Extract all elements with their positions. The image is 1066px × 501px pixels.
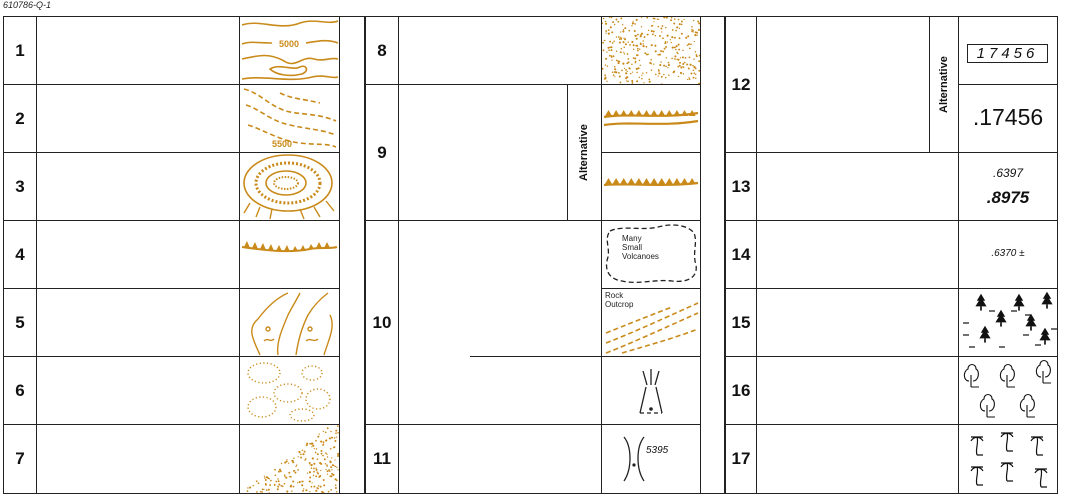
approximate-contours-symbol: 5500 [240, 85, 339, 152]
crater-symbol [240, 153, 339, 220]
row-number-14: 14 [731, 244, 751, 264]
row-number-17: 17 [731, 449, 751, 468]
sand-area-symbol [240, 425, 339, 493]
column-gap [700, 16, 725, 494]
many-small-volcanoes-symbol [602, 221, 700, 288]
row-number-5: 5 [15, 312, 25, 332]
row-number-11: 11 [373, 449, 391, 468]
row-number-9: 9 [377, 142, 387, 162]
alternative-label: Alternative [938, 56, 950, 113]
contour-label: 5500 [272, 139, 292, 149]
depressions-symbol [240, 357, 339, 424]
approx-elevation-value: .6370 ± [991, 248, 1025, 259]
spot-elevation-top: .6397 [992, 166, 1024, 180]
ridge-symbol [240, 221, 339, 288]
document-id: 610786-Q-1 [3, 0, 52, 10]
pass-elevation: 5395 [646, 445, 669, 456]
column-gap [339, 16, 365, 494]
contour-lines-symbol: 5000 [240, 17, 339, 84]
volcanoes-label: Many Small Volcanoes [622, 234, 659, 261]
boxed-elevation: 17456 [967, 44, 1048, 63]
volcano-symbol [602, 357, 700, 424]
row-number-12: 12 [731, 74, 751, 94]
row-number-6: 6 [15, 380, 25, 400]
marsh-trees-symbol [959, 289, 1057, 356]
row-number-8: 8 [377, 40, 387, 60]
row-number-10: 10 [372, 312, 392, 332]
rock-outcrop-symbol [602, 289, 700, 356]
row-number-15: 15 [731, 312, 751, 332]
row-number-13: 13 [731, 176, 751, 196]
spot-elevation-bottom: .8975 [986, 188, 1030, 207]
row-number-1: 1 [15, 40, 25, 60]
row-number-4: 4 [15, 244, 25, 264]
lava-flow-symbol [240, 289, 339, 356]
palm-trees-symbol [959, 425, 1057, 493]
escarpment-alt-symbol [602, 153, 700, 220]
escarpment-symbol [602, 85, 700, 152]
row-number-3: 3 [15, 176, 25, 196]
row-number-7: 7 [15, 449, 25, 468]
deciduous-trees-symbol [959, 357, 1057, 424]
divider [470, 356, 602, 357]
spot-elevation-value: .17456 [972, 104, 1044, 130]
pass-symbol [602, 425, 700, 493]
desc-cell [36, 16, 240, 85]
rock-outcrop-label: Rock Outcrop [605, 291, 634, 309]
row-number-2: 2 [15, 108, 25, 128]
row-number-16: 16 [731, 380, 751, 400]
alternative-label: Alternative [578, 124, 590, 181]
contour-label: 5000 [279, 39, 299, 49]
sand-dunes-symbol [602, 17, 700, 84]
